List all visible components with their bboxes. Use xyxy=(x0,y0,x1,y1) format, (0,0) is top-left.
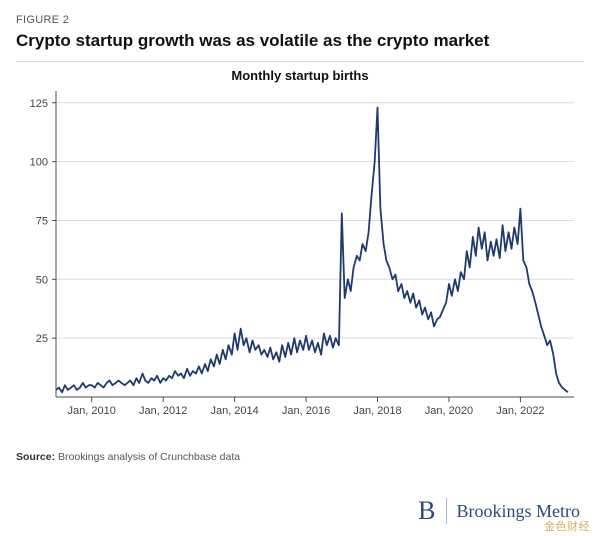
svg-text:Jan, 2018: Jan, 2018 xyxy=(353,405,401,417)
chart-subtitle: Monthly startup births xyxy=(16,68,584,83)
divider xyxy=(16,61,584,62)
line-chart-svg: 25 50 75 100 125 Jan, 2010 Jan, 2012 Jan, 2014 J… xyxy=(16,85,584,425)
svg-text:100: 100 xyxy=(30,157,48,169)
svg-text:Jan, 2014: Jan, 2014 xyxy=(210,405,258,417)
brand-initial: B xyxy=(418,498,446,524)
svg-text:Jan, 2022: Jan, 2022 xyxy=(496,405,544,417)
figure-title: Crypto startup growth was as volatile as… xyxy=(16,30,584,51)
figure-label: FIGURE 2 xyxy=(16,14,584,26)
svg-text:25: 25 xyxy=(36,333,48,345)
svg-text:Jan, 2012: Jan, 2012 xyxy=(139,405,187,417)
svg-text:50: 50 xyxy=(36,275,48,287)
svg-text:Jan, 2020: Jan, 2020 xyxy=(425,405,473,417)
watermark-icon: 金色财经 xyxy=(544,518,590,534)
figure-card: FIGURE 2 Crypto startup growth was as vo… xyxy=(0,0,600,536)
source-line: Source: Brookings analysis of Crunchbase… xyxy=(16,451,584,463)
svg-text:125: 125 xyxy=(30,98,48,110)
source-label: Source: xyxy=(16,451,55,463)
svg-text:75: 75 xyxy=(36,216,48,228)
svg-text:Jan, 2010: Jan, 2010 xyxy=(68,405,116,417)
source-text: Brookings analysis of Crunchbase data xyxy=(58,451,240,463)
svg-text:Jan, 2016: Jan, 2016 xyxy=(282,405,330,417)
chart-area: 25 50 75 100 125 Jan, 2010 Jan, 2012 Jan, 2014 J… xyxy=(16,85,584,425)
